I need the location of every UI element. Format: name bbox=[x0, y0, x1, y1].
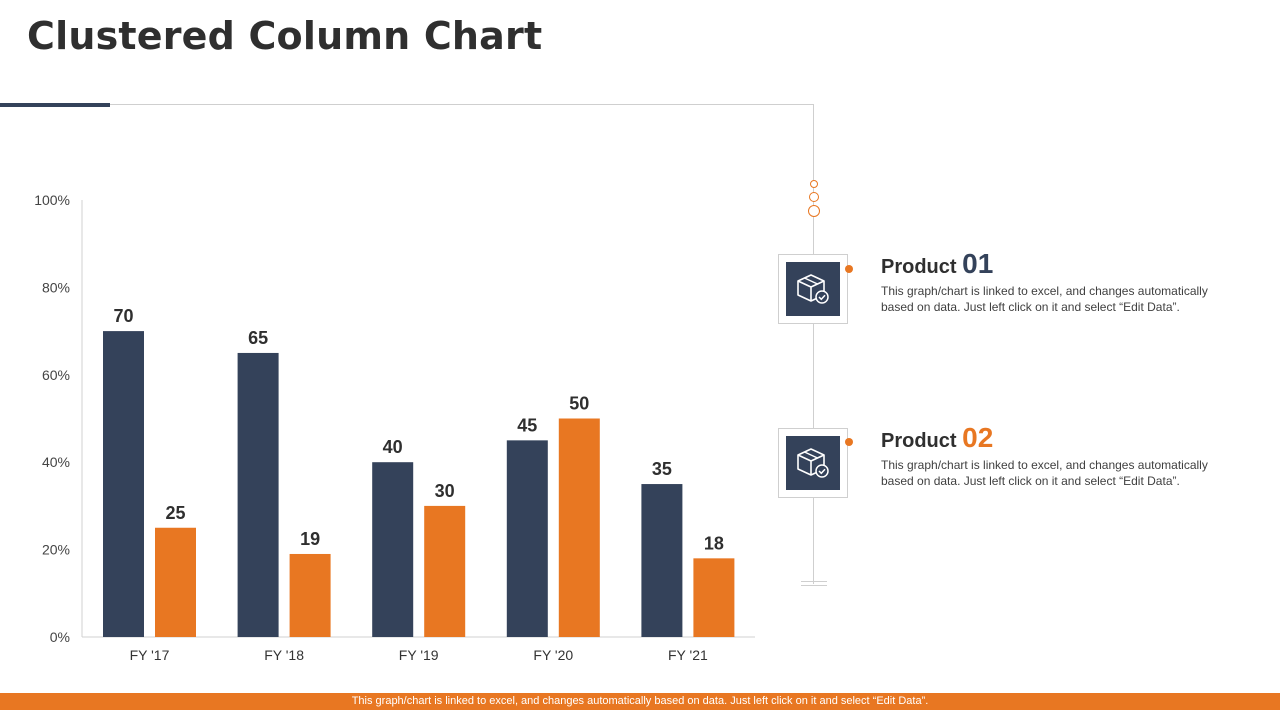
box-check-icon bbox=[786, 262, 840, 316]
timeline-foot bbox=[801, 581, 827, 582]
data-label: 45 bbox=[517, 415, 537, 435]
x-tick-label: FY '21 bbox=[668, 647, 708, 663]
bar-series-2 bbox=[693, 558, 735, 637]
product-02-icon-frame bbox=[778, 428, 848, 498]
product-02-bullet bbox=[845, 438, 853, 446]
title-accent-rule bbox=[0, 103, 110, 107]
data-label: 65 bbox=[248, 328, 268, 348]
timeline-ring-medium bbox=[809, 192, 819, 202]
timeline-ring-large bbox=[808, 205, 820, 217]
product-02-number: 02 bbox=[962, 422, 994, 453]
data-label: 25 bbox=[165, 503, 185, 523]
product-01-title: Product 01 bbox=[881, 250, 1211, 281]
product-02-description: This graph/chart is linked to excel, and… bbox=[881, 458, 1208, 488]
y-tick-label: 60% bbox=[42, 367, 70, 383]
y-tick-label: 100% bbox=[34, 192, 70, 208]
bar-series-1 bbox=[641, 484, 683, 637]
x-tick-label: FY '20 bbox=[533, 647, 573, 663]
data-label: 18 bbox=[704, 533, 724, 553]
y-tick-label: 0% bbox=[50, 629, 70, 645]
data-label: 30 bbox=[435, 481, 455, 501]
data-label: 40 bbox=[383, 437, 403, 457]
page-title: Clustered Column Chart bbox=[27, 14, 543, 58]
bar-series-1 bbox=[372, 462, 414, 637]
timeline-ring-small bbox=[810, 180, 818, 188]
product-01-label: Product bbox=[881, 256, 957, 278]
x-tick-label: FY '17 bbox=[130, 647, 170, 663]
product-02-block: Product 02 This graph/chart is linked to… bbox=[881, 424, 1211, 489]
y-tick-label: 20% bbox=[42, 542, 70, 558]
timeline-line bbox=[813, 104, 814, 584]
product-01-description: This graph/chart is linked to excel, and… bbox=[881, 284, 1208, 314]
footer-banner: This graph/chart is linked to excel, and… bbox=[0, 693, 1280, 710]
product-01-bullet bbox=[845, 265, 853, 273]
x-tick-label: FY '19 bbox=[399, 647, 439, 663]
product-01-number: 01 bbox=[962, 248, 994, 279]
data-label: 70 bbox=[113, 306, 133, 326]
clustered-column-chart: 0% 20% 40% 60% 80% 100% 70 25 FY '17 65 19 FY '18 40… bbox=[34, 192, 755, 663]
data-label: 19 bbox=[300, 529, 320, 549]
bar-series-2 bbox=[424, 505, 466, 637]
bar-series-2 bbox=[289, 553, 331, 637]
product-02-label: Product bbox=[881, 430, 957, 452]
title-divider bbox=[110, 104, 814, 105]
box-check-icon bbox=[786, 436, 840, 490]
data-label: 35 bbox=[652, 459, 672, 479]
bar-series-2 bbox=[558, 418, 600, 637]
product-01-block: Product 01 This graph/chart is linked to… bbox=[881, 250, 1211, 315]
y-tick-label: 40% bbox=[42, 454, 70, 470]
bar-series-2 bbox=[155, 527, 196, 637]
product-01-icon-frame bbox=[778, 254, 848, 324]
bar-series-1 bbox=[103, 331, 144, 637]
bar-series-1 bbox=[237, 352, 279, 637]
timeline-foot bbox=[801, 585, 827, 586]
x-tick-label: FY '18 bbox=[264, 647, 304, 663]
bar-series-1 bbox=[506, 440, 548, 637]
y-tick-label: 80% bbox=[42, 279, 70, 295]
data-label: 50 bbox=[569, 394, 589, 414]
product-02-title: Product 02 bbox=[881, 424, 1211, 455]
